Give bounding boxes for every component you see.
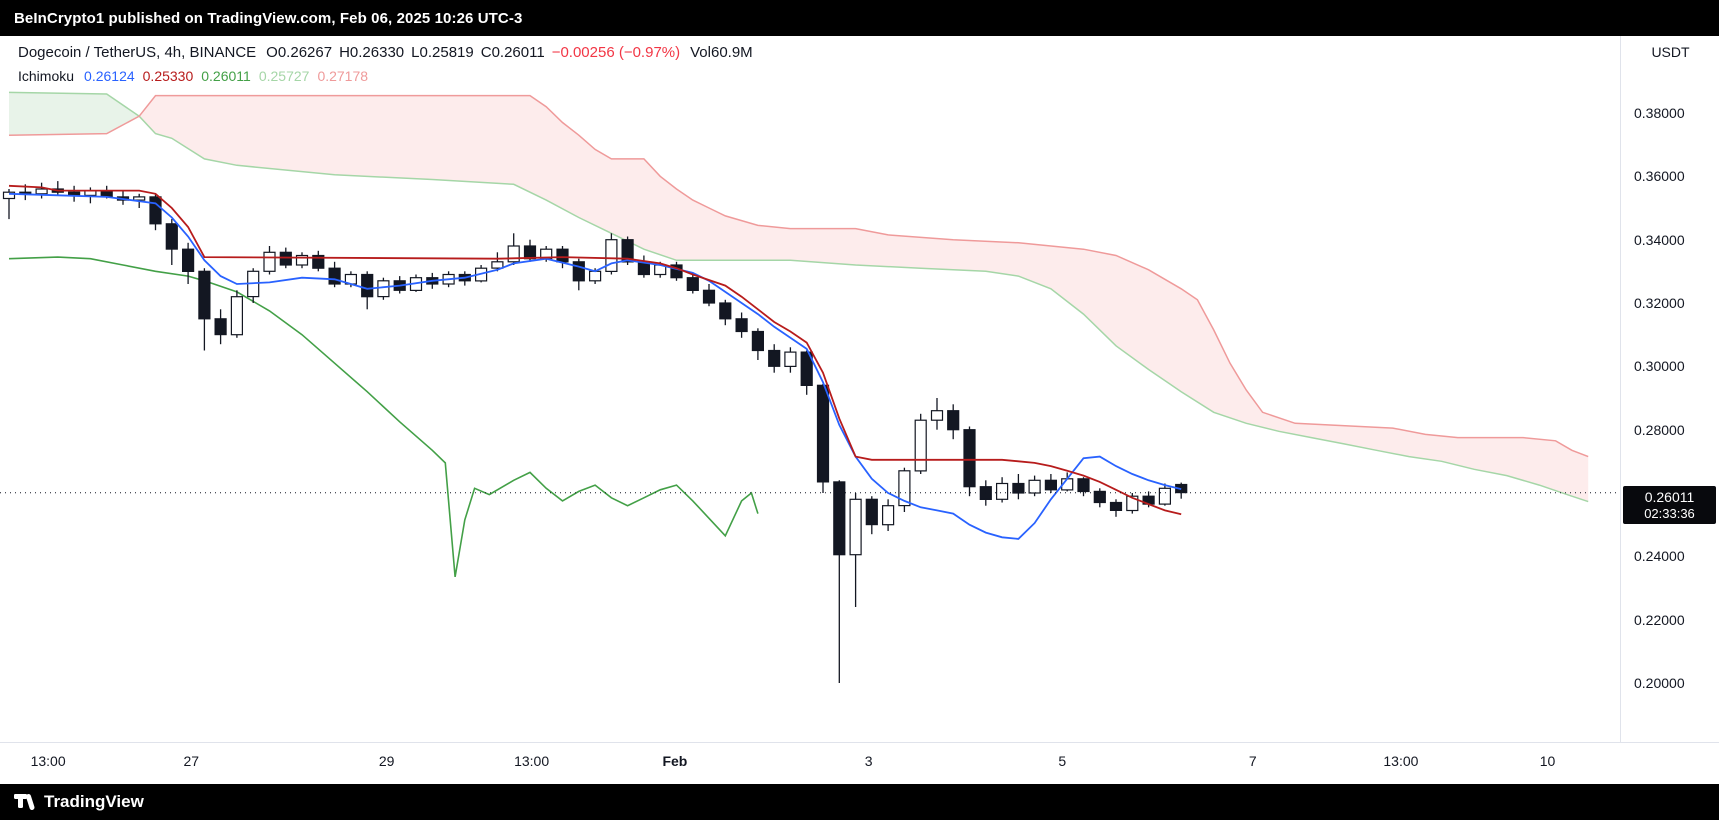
lagging-span-line	[8, 256, 759, 578]
price-axis-label: 0.34000	[1634, 231, 1685, 248]
time-axis[interactable]: 13:00 27 29 13:00 Feb 3 5 7 13:00 10	[0, 742, 1719, 785]
time-axis-label: 29	[378, 753, 395, 769]
price-axis-label: 0.38000	[1634, 105, 1685, 121]
indicator-value: 0.26124	[84, 68, 135, 84]
open-value: O0.26267	[266, 44, 333, 61]
indicator-values: 0.26124 0.25330 0.26011 0.25727 0.27178	[84, 68, 376, 84]
time-axis-label: 3	[864, 753, 873, 769]
time-axis-label: 7	[1248, 753, 1257, 769]
symbol-title[interactable]: Dogecoin / TetherUS, 4h, BINANCE	[18, 44, 257, 61]
currency-label[interactable]: USDT	[1651, 44, 1690, 60]
indicator-value: 0.25330	[142, 68, 194, 84]
change-value: −0.00256 (−0.97%)	[551, 44, 681, 61]
indicator-value: 0.27178	[317, 68, 369, 84]
ichimoku-cloud	[8, 91, 1589, 503]
base-line	[8, 184, 1182, 516]
time-axis-label: 13:00	[514, 753, 550, 769]
indicator-legend-row: Ichimoku 0.26124 0.25330 0.26011 0.25727 0.2…	[18, 68, 760, 84]
price-axis-label: 0.28000	[1634, 421, 1685, 438]
high-value: H0.26330	[339, 44, 405, 61]
chart-legend: Dogecoin / TetherUS, 4h, BINANCE O0.2626…	[18, 44, 760, 84]
time-axis-label: Feb	[662, 753, 688, 769]
conversion-line	[8, 192, 1182, 540]
brand-wordmark[interactable]: TradingView	[44, 792, 144, 811]
volume-value: Vol60.9M	[690, 44, 753, 61]
price-axis-label: 0.32000	[1634, 295, 1685, 311]
indicator-value: 0.26011	[201, 68, 251, 84]
tradingview-logo-icon[interactable]	[12, 790, 36, 814]
indicator-name[interactable]: Ichimoku	[18, 68, 75, 84]
low-value: L0.25819	[411, 44, 474, 61]
price-axis[interactable]: USDT 0.26011 02:33:36 0.38000 0.36000 0.34…	[1620, 36, 1719, 742]
chart-svg	[0, 91, 1620, 683]
symbol-legend-row: Dogecoin / TetherUS, 4h, BINANCE O0.2626…	[18, 44, 760, 61]
chart-canvas[interactable]	[0, 36, 1620, 742]
attribution-bar: BeInCrypto1 published on TradingView.com…	[0, 0, 1719, 36]
time-axis-label: 10	[1539, 753, 1556, 769]
chart-area: Dogecoin / TetherUS, 4h, BINANCE O0.2626…	[0, 36, 1719, 785]
current-price-value: 0.26011	[1644, 488, 1695, 505]
brand-bar: TradingView	[0, 784, 1719, 820]
price-axis-label: 0.24000	[1634, 548, 1685, 565]
bar-countdown: 02:33:36	[1644, 505, 1695, 521]
current-price-badge: 0.26011 02:33:36	[1623, 485, 1716, 524]
attribution-text: BeInCrypto1 published on TradingView.com…	[14, 9, 523, 27]
price-axis-label: 0.20000	[1634, 675, 1685, 691]
indicator-value: 0.25727	[258, 68, 310, 84]
price-axis-label: 0.30000	[1634, 358, 1685, 375]
close-value: C0.26011	[480, 44, 545, 61]
time-axis-label: 27	[183, 753, 200, 769]
price-axis-label: 0.22000	[1634, 611, 1685, 628]
time-axis-label: 5	[1058, 753, 1067, 769]
price-axis-label: 0.36000	[1634, 168, 1685, 185]
time-axis-label: 13:00	[1383, 753, 1419, 769]
time-axis-label: 13:00	[30, 753, 66, 769]
